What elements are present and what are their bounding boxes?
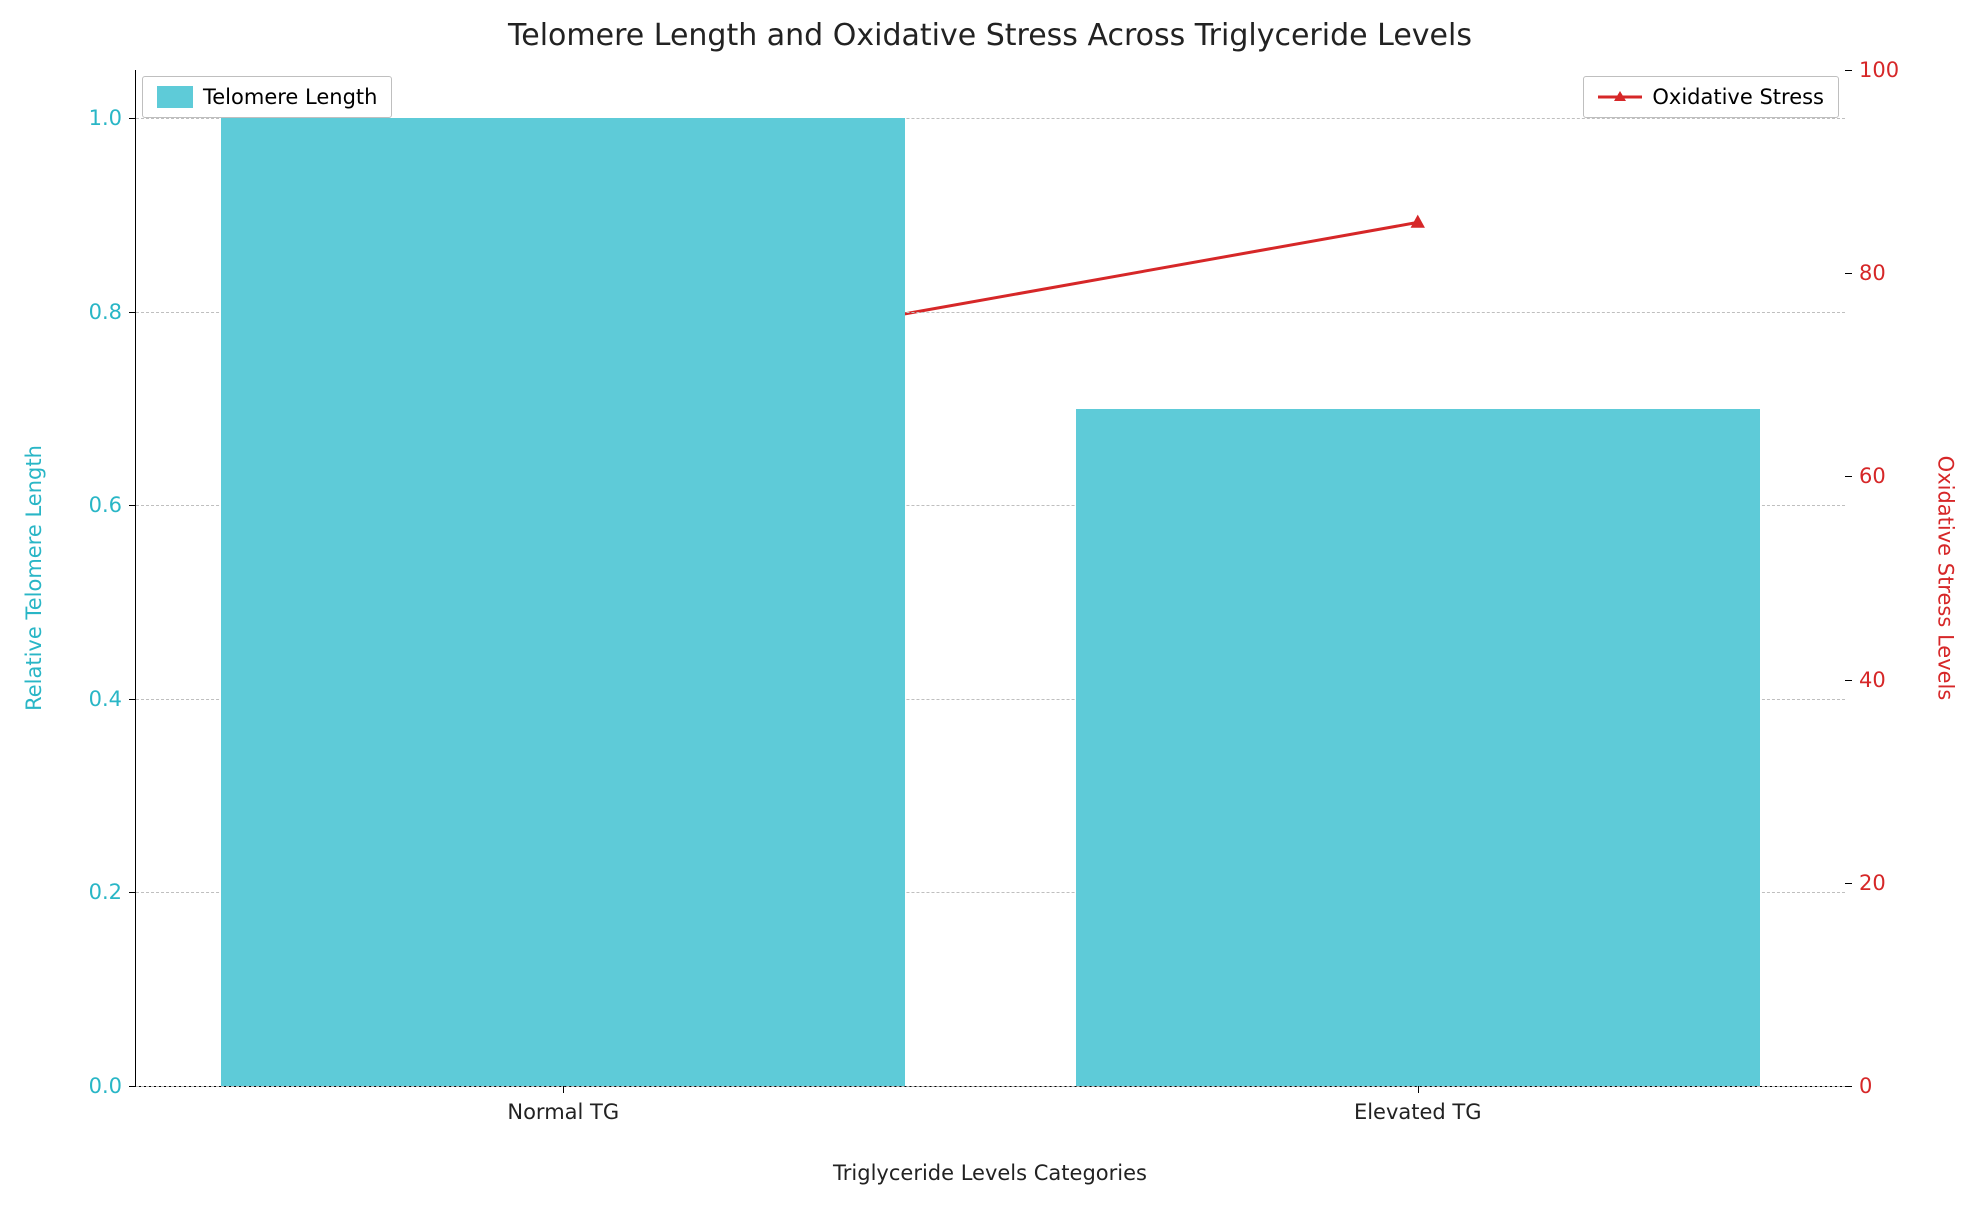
y1-tick-mark xyxy=(129,118,136,119)
x-axis-label: Triglyceride Levels Categories xyxy=(0,1161,1980,1185)
y2-tick-mark xyxy=(1845,476,1852,477)
grid-line xyxy=(136,1086,1845,1087)
y2-axis-label: Oxidative Stress Levels xyxy=(1934,456,1958,701)
y2-tick-mark xyxy=(1845,1086,1852,1087)
y2-tick-mark xyxy=(1845,883,1852,884)
y1-tick-mark xyxy=(129,699,136,700)
y1-tick-mark xyxy=(129,892,136,893)
legend-swatch-line xyxy=(1598,89,1642,105)
y2-tick-mark xyxy=(1845,273,1852,274)
y2-tick-mark xyxy=(1845,680,1852,681)
legend-oxidative: Oxidative Stress xyxy=(1583,76,1839,118)
y2-tick-mark xyxy=(1845,70,1852,71)
bar xyxy=(221,118,905,1086)
x-tick-mark xyxy=(563,1086,564,1093)
legend-label-line: Oxidative Stress xyxy=(1652,85,1824,109)
y1-axis-label: Relative Telomere Length xyxy=(22,445,46,711)
chart-title: Telomere Length and Oxidative Stress Acr… xyxy=(0,18,1980,53)
bar xyxy=(1076,409,1760,1086)
chart-container: Telomere Length and Oxidative Stress Acr… xyxy=(0,0,1980,1217)
y2-tick-label: 100 xyxy=(1845,58,1899,82)
y1-tick-mark xyxy=(129,312,136,313)
legend-telomere: Telomere Length xyxy=(142,76,392,118)
legend-label-bar: Telomere Length xyxy=(203,85,377,109)
legend-swatch-bar xyxy=(157,86,193,108)
plot-area: Telomere Length Oxidative Stress 0.00.20… xyxy=(135,70,1845,1087)
line-marker-triangle-icon xyxy=(1411,215,1425,228)
y1-tick-mark xyxy=(129,505,136,506)
y1-tick-mark xyxy=(129,1086,136,1087)
x-tick-mark xyxy=(1418,1086,1419,1093)
